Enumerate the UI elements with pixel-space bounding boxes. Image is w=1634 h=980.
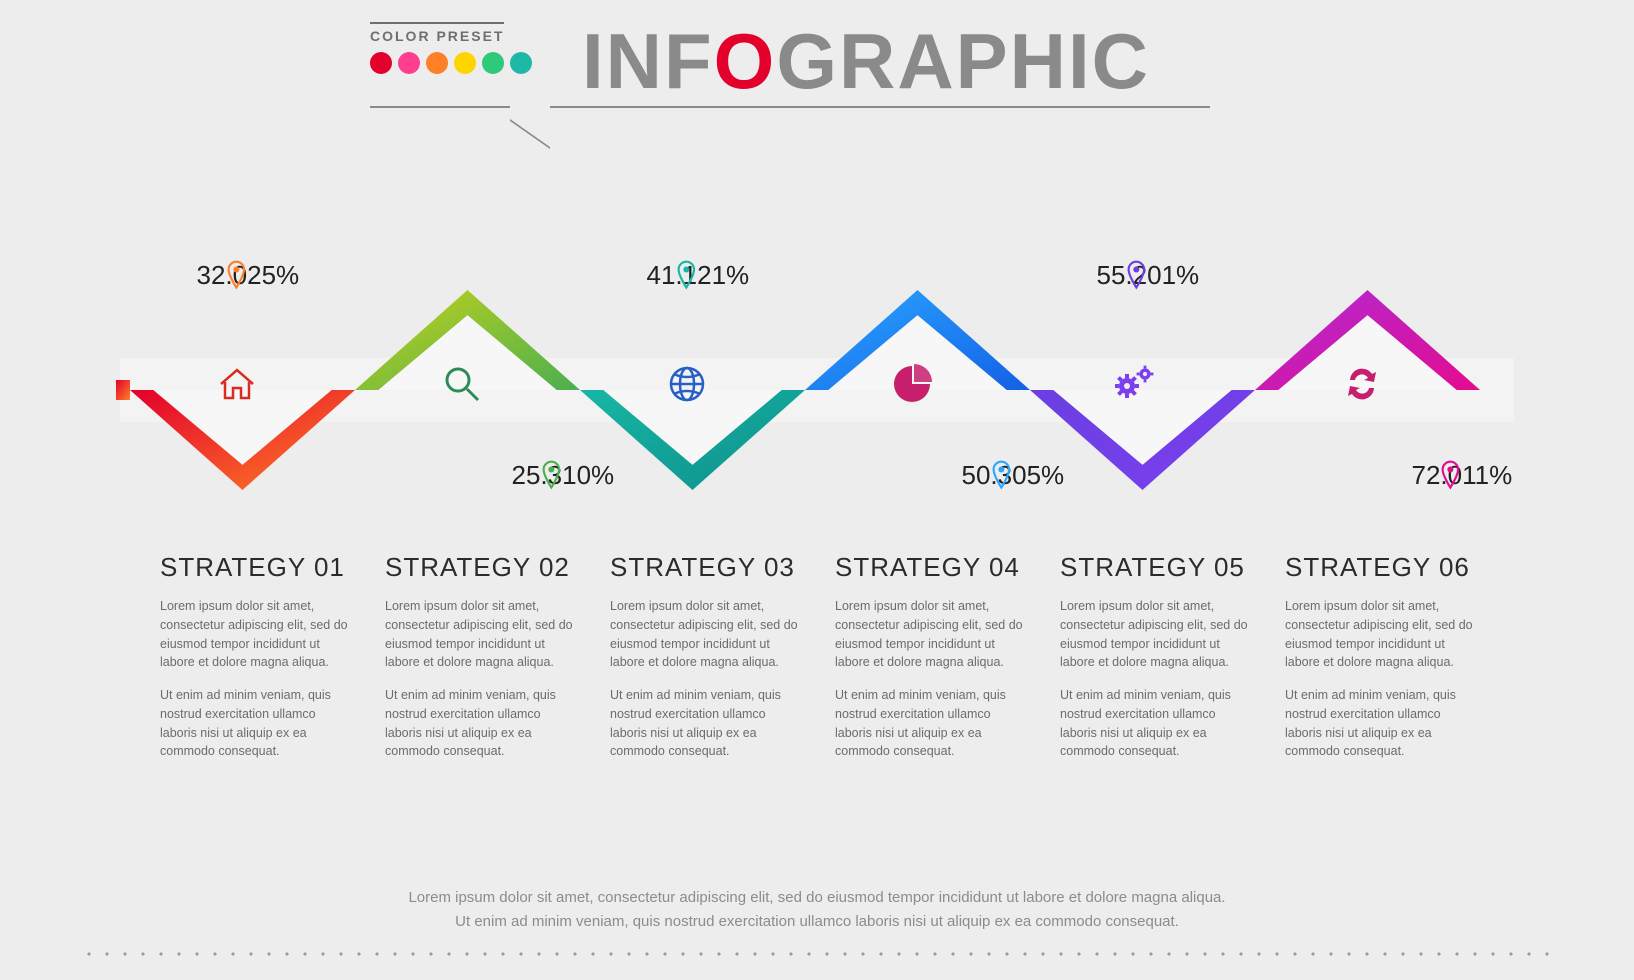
- zigzag-stage: 32.025%25.310%41.121%50.305%55.201%72.01…: [0, 270, 1634, 530]
- strategy-title: STRATEGY 03: [610, 552, 805, 583]
- swatch-5: [510, 52, 532, 74]
- strategy-col-3: STRATEGY 03 Lorem ipsum dolor sit amet, c…: [610, 552, 805, 775]
- cycle-icon: [1338, 360, 1398, 420]
- strategy-body-2: Ut enim ad minim veniam, quis nostrud ex…: [1285, 686, 1480, 761]
- globe-icon: [663, 360, 723, 420]
- strategy-body-1: Lorem ipsum dolor sit amet, consectetur …: [385, 597, 580, 672]
- strategy-body-2: Ut enim ad minim veniam, quis nostrud ex…: [610, 686, 805, 761]
- strategy-title: STRATEGY 05: [1060, 552, 1255, 583]
- swatch-row: [370, 52, 532, 74]
- pin-icon: [938, 464, 954, 488]
- page-title: INFOGRAPHIC: [582, 16, 1150, 107]
- pin-icon: [623, 264, 639, 288]
- swatch-4: [482, 52, 504, 74]
- footer-dots: [80, 952, 1554, 956]
- footer-line-2: Ut enim ad minim veniam, quis nostrud ex…: [0, 910, 1634, 934]
- strategy-body-2: Ut enim ad minim veniam, quis nostrud ex…: [385, 686, 580, 761]
- header-rules: [370, 98, 1230, 116]
- strategy-title: STRATEGY 06: [1285, 552, 1480, 583]
- footer-line-1: Lorem ipsum dolor sit amet, consectetur …: [0, 886, 1634, 910]
- footer-text: Lorem ipsum dolor sit amet, consectetur …: [0, 886, 1634, 934]
- strategy-col-2: STRATEGY 02 Lorem ipsum dolor sit amet, c…: [385, 552, 580, 775]
- title-post: GRAPHIC: [776, 17, 1150, 105]
- pin-icon: [488, 464, 504, 488]
- strategy-body-1: Lorem ipsum dolor sit amet, consectetur …: [610, 597, 805, 672]
- pin-icon: [1073, 264, 1089, 288]
- pie-icon: [888, 360, 948, 420]
- strategy-col-1: STRATEGY 01 Lorem ipsum dolor sit amet, c…: [160, 552, 355, 775]
- percent-5: 55.201%: [1073, 260, 1200, 291]
- strategy-col-6: STRATEGY 06 Lorem ipsum dolor sit amet, c…: [1285, 552, 1480, 775]
- strategy-columns: STRATEGY 01 Lorem ipsum dolor sit amet, c…: [160, 552, 1480, 775]
- strategy-body-2: Ut enim ad minim veniam, quis nostrud ex…: [835, 686, 1030, 761]
- strategy-col-4: STRATEGY 04 Lorem ipsum dolor sit amet, c…: [835, 552, 1030, 775]
- color-preset-box: COLOR PRESET: [370, 22, 532, 74]
- percent-2: 25.310%: [488, 460, 615, 491]
- percent-3: 41.121%: [623, 260, 750, 291]
- pin-icon: [173, 264, 189, 288]
- search-icon: [438, 360, 498, 420]
- strategy-title: STRATEGY 01: [160, 552, 355, 583]
- swatch-1: [398, 52, 420, 74]
- percent-6: 72.011%: [1388, 460, 1513, 491]
- strategy-body-2: Ut enim ad minim veniam, quis nostrud ex…: [160, 686, 355, 761]
- strategy-body-1: Lorem ipsum dolor sit amet, consectetur …: [835, 597, 1030, 672]
- gears-icon: [1113, 360, 1173, 420]
- pin-icon: [1388, 464, 1404, 488]
- strategy-title: STRATEGY 04: [835, 552, 1030, 583]
- title-accent: O: [714, 17, 777, 105]
- swatch-3: [454, 52, 476, 74]
- percent-1: 32.025%: [173, 260, 300, 291]
- strategy-col-5: STRATEGY 05 Lorem ipsum dolor sit amet, c…: [1060, 552, 1255, 775]
- preset-label: COLOR PRESET: [370, 22, 504, 44]
- strategy-title: STRATEGY 02: [385, 552, 580, 583]
- strategy-body-2: Ut enim ad minim veniam, quis nostrud ex…: [1060, 686, 1255, 761]
- swatch-0: [370, 52, 392, 74]
- title-pre: INF: [582, 17, 714, 105]
- strategy-body-1: Lorem ipsum dolor sit amet, consectetur …: [1060, 597, 1255, 672]
- swatch-2: [426, 52, 448, 74]
- home-icon: [213, 360, 273, 420]
- header: COLOR PRESET INFOGRAPHIC: [0, 22, 1634, 112]
- strategy-body-1: Lorem ipsum dolor sit amet, consectetur …: [160, 597, 355, 672]
- strategy-body-1: Lorem ipsum dolor sit amet, consectetur …: [1285, 597, 1480, 672]
- percent-4: 50.305%: [938, 460, 1065, 491]
